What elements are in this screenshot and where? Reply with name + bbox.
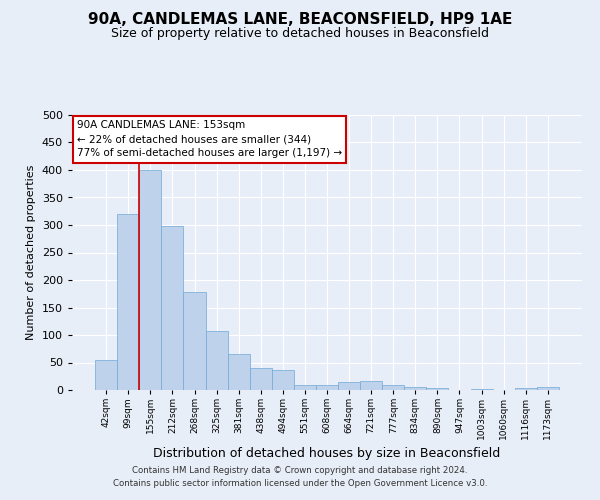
Bar <box>360 380 382 390</box>
Bar <box>184 292 206 390</box>
Bar <box>272 370 294 390</box>
Bar <box>95 360 117 390</box>
Text: Contains HM Land Registry data © Crown copyright and database right 2024.
Contai: Contains HM Land Registry data © Crown c… <box>113 466 487 487</box>
Bar <box>139 170 161 390</box>
Bar <box>316 384 338 390</box>
Bar <box>382 385 404 390</box>
Bar <box>117 214 139 390</box>
Bar <box>294 384 316 390</box>
Bar <box>206 330 227 390</box>
Bar <box>427 388 448 390</box>
X-axis label: Distribution of detached houses by size in Beaconsfield: Distribution of detached houses by size … <box>154 448 500 460</box>
Y-axis label: Number of detached properties: Number of detached properties <box>26 165 36 340</box>
Bar <box>250 368 272 390</box>
Bar <box>338 382 360 390</box>
Text: 90A CANDLEMAS LANE: 153sqm
← 22% of detached houses are smaller (344)
77% of sem: 90A CANDLEMAS LANE: 153sqm ← 22% of deta… <box>77 120 342 158</box>
Bar <box>227 354 250 390</box>
Bar <box>537 386 559 390</box>
Bar <box>161 226 184 390</box>
Bar <box>404 386 427 390</box>
Text: Size of property relative to detached houses in Beaconsfield: Size of property relative to detached ho… <box>111 28 489 40</box>
Text: 90A, CANDLEMAS LANE, BEACONSFIELD, HP9 1AE: 90A, CANDLEMAS LANE, BEACONSFIELD, HP9 1… <box>88 12 512 28</box>
Bar <box>515 388 537 390</box>
